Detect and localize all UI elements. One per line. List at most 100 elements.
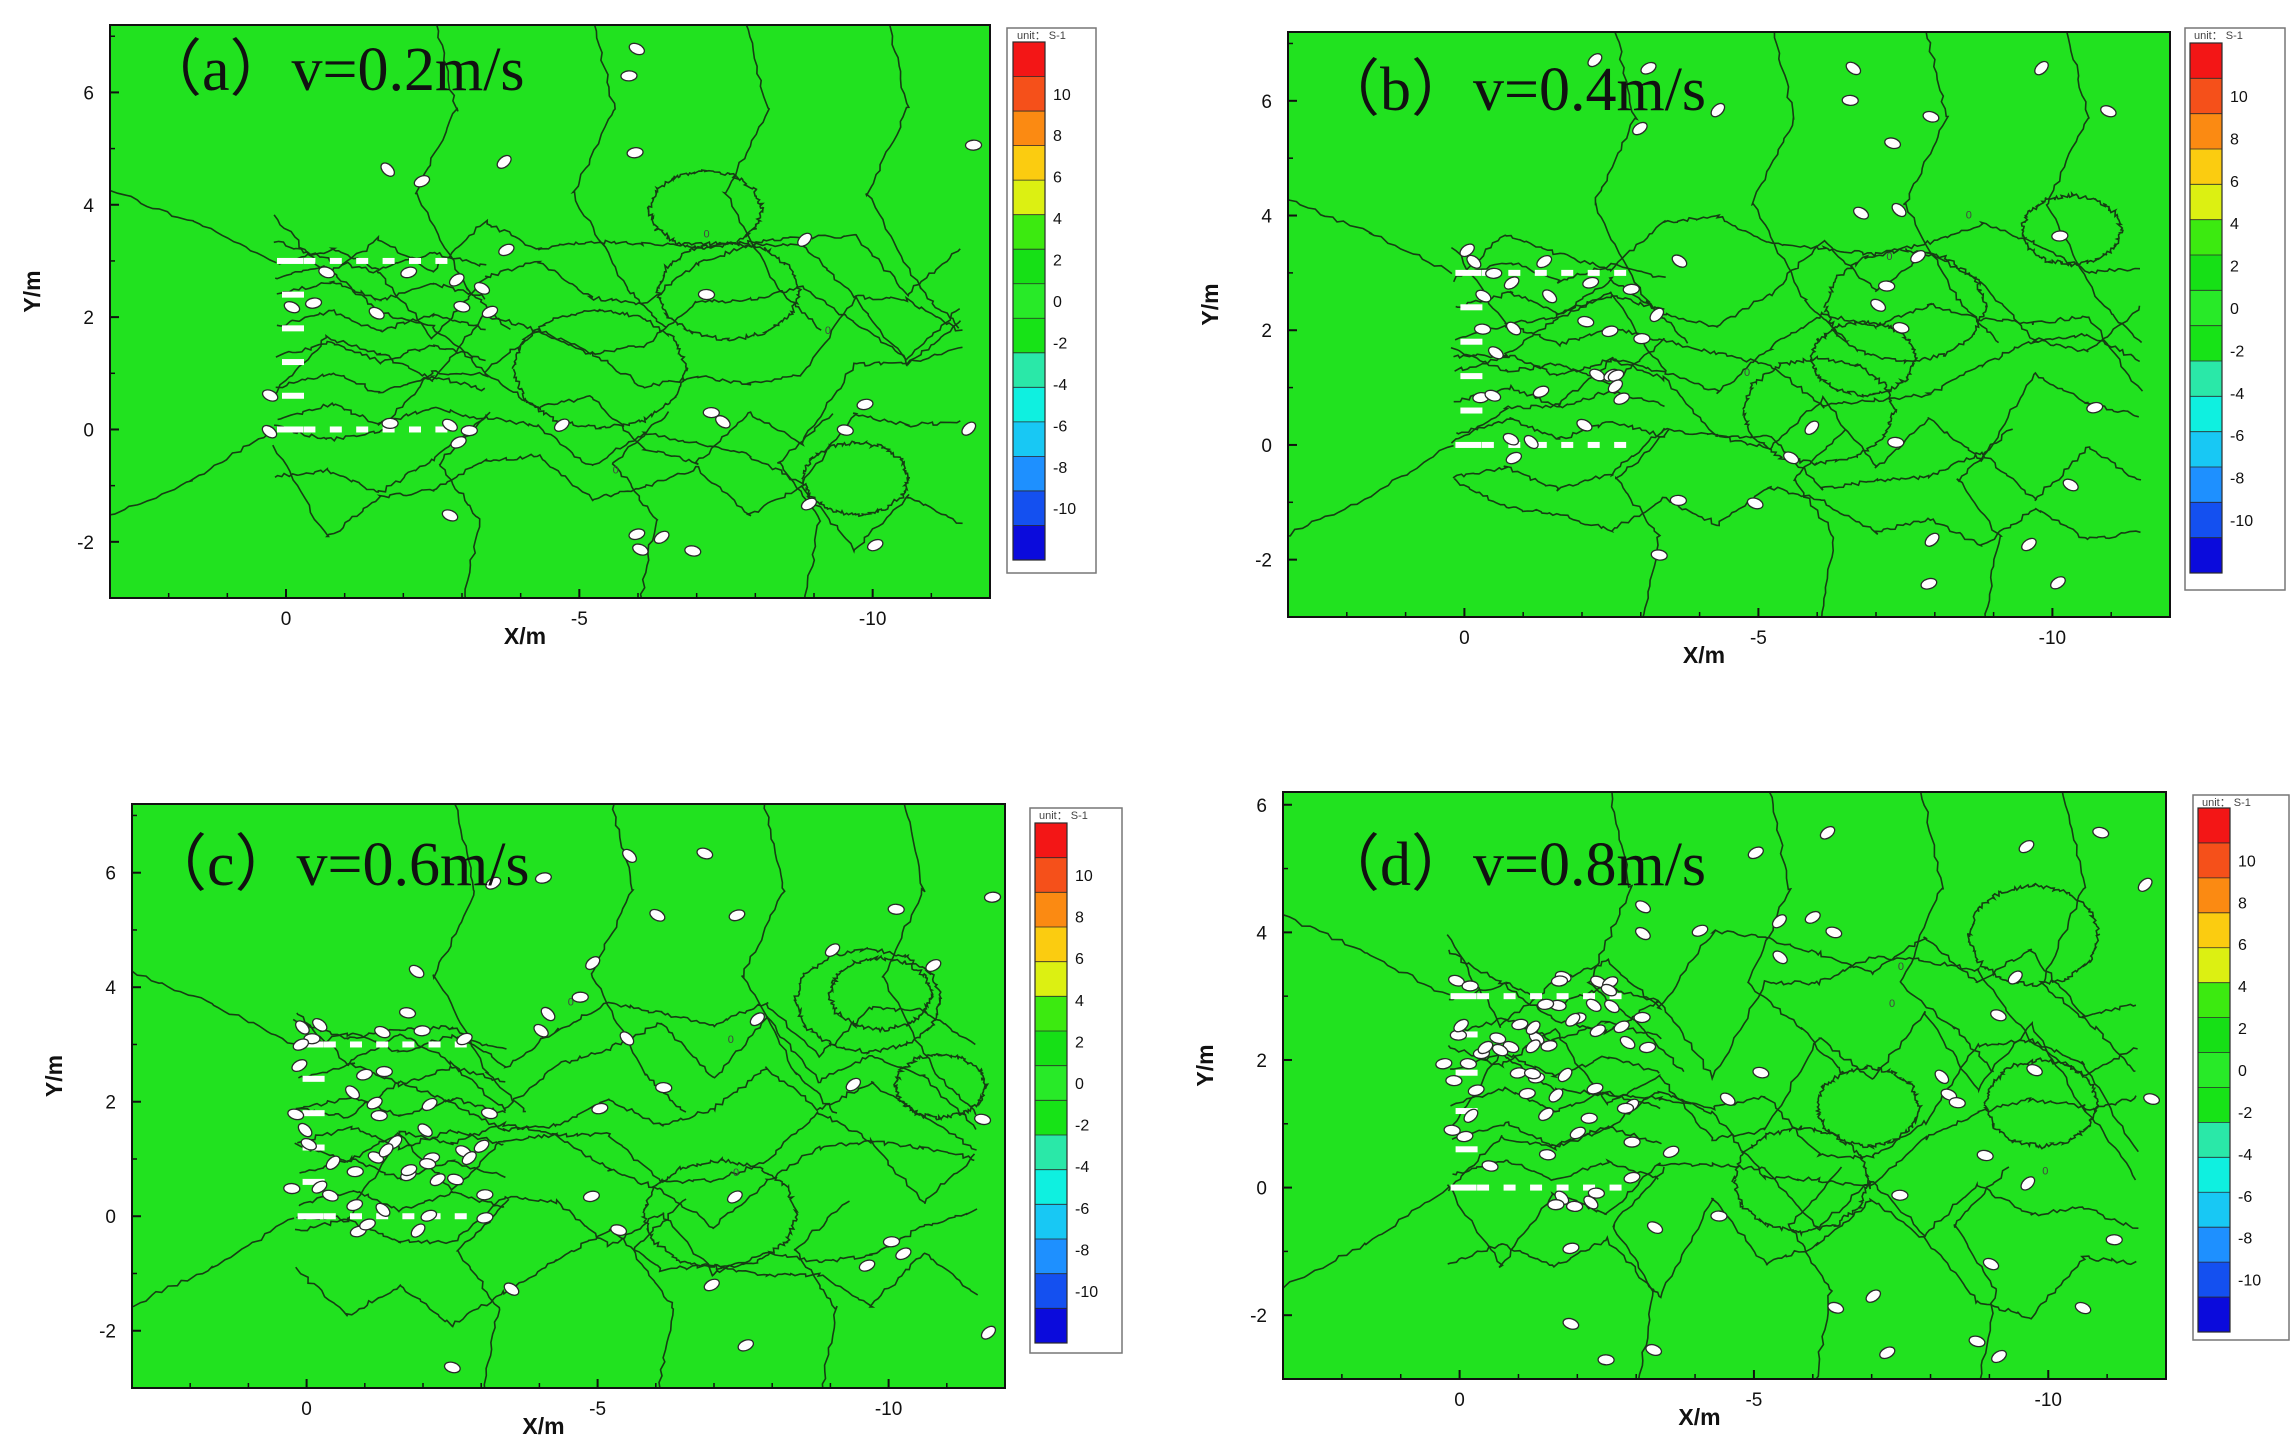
vortex-marker <box>1613 1020 1630 1034</box>
contour-line <box>1447 1197 2137 1320</box>
vortex-marker <box>496 154 512 169</box>
contour-line <box>611 411 670 598</box>
vortex-marker <box>346 1165 364 1178</box>
vortex-marker <box>2074 1301 2092 1315</box>
colorbar-segment <box>1035 1169 1067 1205</box>
vortex-marker <box>456 1032 473 1046</box>
contour-line <box>1454 354 1666 377</box>
vortex-marker <box>1783 451 1800 465</box>
contour-line <box>1283 1186 1450 1289</box>
vortex-marker <box>1649 307 1665 323</box>
vortex-marker <box>446 1173 464 1186</box>
vortex-marker <box>1924 532 1940 547</box>
vortex-marker <box>481 305 499 319</box>
vortex-marker <box>533 1023 549 1038</box>
vortex-marker <box>417 1123 433 1138</box>
contour-line <box>296 1012 977 1130</box>
vortex-marker <box>1632 121 1648 136</box>
vortex-marker <box>375 1202 391 1217</box>
vortex-marker <box>448 273 465 287</box>
colorbar-segment <box>2198 912 2230 949</box>
vortex-marker <box>441 509 459 522</box>
vortex-marker <box>1634 926 1651 941</box>
vortex-marker <box>1878 280 1896 292</box>
vortex-marker <box>1585 998 1602 1012</box>
vortex-marker <box>356 1068 373 1081</box>
cylinder-marker <box>1477 993 1490 1000</box>
colorbar-segment <box>1035 1065 1067 1101</box>
colorbar-segment <box>1035 927 1067 963</box>
vortex-marker <box>283 301 301 314</box>
cylinder-marker <box>302 1178 325 1185</box>
colorbar-segment <box>2198 1157 2230 1193</box>
cylinder-marker <box>1609 993 1622 1000</box>
vortex-marker <box>421 1097 438 1112</box>
contour-line <box>1793 428 1847 617</box>
contour-line <box>646 169 765 250</box>
colorbar-segment <box>2190 361 2222 397</box>
colorbar-segment <box>2190 502 2222 539</box>
contour-line <box>2045 32 2143 344</box>
vortex-marker <box>582 1190 600 1203</box>
cylinder-marker <box>302 1075 325 1082</box>
vortex-marker <box>1747 846 1764 860</box>
contour-line <box>277 402 485 426</box>
vortex-marker <box>2007 970 2023 985</box>
vortex-marker <box>1622 283 1640 295</box>
vortex-marker <box>1502 432 1520 446</box>
contour-line <box>1448 949 2138 1082</box>
vortex-marker <box>1503 276 1520 290</box>
cylinder-marker <box>282 291 304 298</box>
vortex-marker <box>380 162 396 177</box>
colorbar-label: 2 <box>2230 259 2239 276</box>
colorbar-segment <box>2198 1017 2230 1054</box>
cylinder-marker <box>376 1213 389 1220</box>
vortex-marker <box>684 545 702 557</box>
contour-line <box>1450 358 2139 469</box>
contour-level-label: 0 <box>728 1034 734 1046</box>
cylinder-marker <box>1534 441 1547 448</box>
colorbar-segment <box>2190 467 2222 503</box>
colorbar-segment <box>2198 1297 2230 1333</box>
vortex-marker <box>983 891 1002 903</box>
vortex-marker <box>845 1077 862 1092</box>
cylinder-marker <box>303 257 316 264</box>
vortex-marker <box>461 1151 477 1166</box>
y-tick-label: 0 <box>1261 436 1272 457</box>
cylinder-marker <box>1534 269 1547 276</box>
colorbar-label: 8 <box>1053 128 1062 145</box>
cylinder-array-d <box>1450 993 1622 1191</box>
vortex-marker <box>1623 1171 1641 1184</box>
vortex-marker <box>632 543 649 556</box>
y-tick-label: 4 <box>1256 923 1267 944</box>
contour-line <box>511 308 689 430</box>
panel-b: 0 0 0 0 -5 -10 -2 0 2 4 6 X/m Y/m （b）v=0.4m/s unit： S-… <box>1197 27 2286 668</box>
contour-line <box>1983 1057 2100 1150</box>
contour-line <box>1586 792 1685 1073</box>
cylinder-marker <box>1508 269 1521 276</box>
vortex-marker <box>480 1107 498 1120</box>
vortex-marker <box>1538 1149 1557 1161</box>
contour-line <box>1899 792 1995 1073</box>
colorbar-segment <box>2198 1052 2230 1088</box>
colorbar-label: -2 <box>2230 343 2244 360</box>
vortex-marker <box>553 418 570 432</box>
vortex-marker <box>622 848 638 864</box>
vortex-marker <box>2026 1063 2043 1077</box>
x-tick-label: -5 <box>1745 1390 1762 1411</box>
colorbar-label: 0 <box>2238 1063 2247 1080</box>
contour-line <box>295 1066 977 1151</box>
contour-line <box>793 1200 850 1388</box>
contour-line <box>432 804 526 1113</box>
colorbar-outline <box>2189 42 2223 574</box>
x-axis-title: X/m <box>1678 1404 1720 1430</box>
contour-line <box>865 25 960 329</box>
vortex-marker <box>895 1247 912 1261</box>
vortex-marker <box>1865 1289 1882 1303</box>
colorbar-segment <box>1013 249 1045 285</box>
vortex-marker <box>1453 1018 1469 1033</box>
vortex-marker <box>1719 1092 1736 1106</box>
contour-line <box>1742 355 1898 466</box>
x-tick-label: -10 <box>875 1399 902 1420</box>
contour-line <box>777 413 834 598</box>
